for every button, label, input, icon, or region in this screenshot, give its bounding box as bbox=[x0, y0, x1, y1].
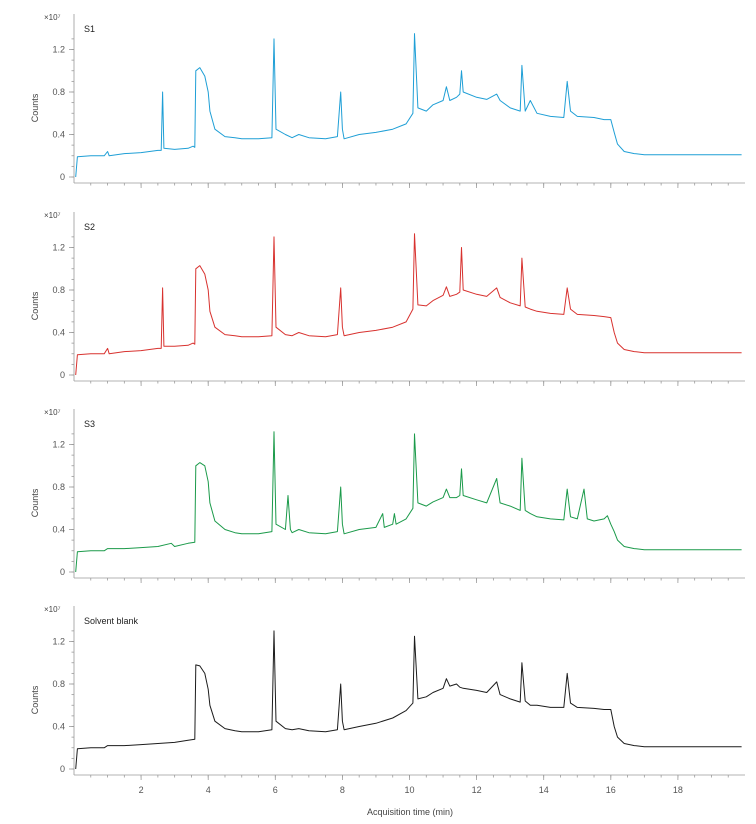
chromatogram-trace-1 bbox=[75, 33, 742, 178]
y-tick-label: 0.4 bbox=[52, 130, 65, 140]
panel-title: S3 bbox=[84, 419, 95, 429]
y-axis-label: Counts bbox=[30, 488, 40, 517]
x-tick-label: 16 bbox=[606, 785, 616, 795]
y-tick-label: 1.2 bbox=[52, 440, 65, 450]
y-multiplier-label: ×10⁷ bbox=[44, 13, 61, 22]
y-tick-label: 1.2 bbox=[52, 243, 65, 253]
y-axis-label: Counts bbox=[30, 291, 40, 320]
y-multiplier-label: ×10⁷ bbox=[44, 211, 61, 220]
y-tick-label: 0.4 bbox=[52, 328, 65, 338]
panel-title: S2 bbox=[84, 222, 95, 232]
chromatogram-trace-4 bbox=[75, 630, 742, 770]
y-tick-label: 0 bbox=[60, 172, 65, 182]
y-tick-label: 1.2 bbox=[52, 45, 65, 55]
chart-panel-3: 0 0.4 0.8 1.2 ×10⁷ Counts S3 bbox=[30, 408, 745, 583]
y-tick-label: 0.8 bbox=[52, 87, 65, 97]
panel-title: Solvent blank bbox=[84, 616, 139, 626]
x-tick-label: 10 bbox=[404, 785, 414, 795]
chart-panel-1: 0 0.4 0.8 1.2 ×10⁷ Counts S1 bbox=[30, 13, 745, 188]
chromatogram-trace-3 bbox=[75, 431, 742, 573]
y-tick-label: 0.8 bbox=[52, 679, 65, 689]
y-multiplier-label: ×10⁷ bbox=[44, 408, 61, 417]
y-tick-label: 0 bbox=[60, 567, 65, 577]
panel-title: S1 bbox=[84, 24, 95, 34]
y-axis-label: Counts bbox=[30, 93, 40, 122]
y-tick-label: 0.8 bbox=[52, 482, 65, 492]
y-tick-label: 0.4 bbox=[52, 722, 65, 732]
y-tick-label: 0.4 bbox=[52, 525, 65, 535]
x-tick-label: 14 bbox=[539, 785, 549, 795]
y-tick-label: 1.2 bbox=[52, 637, 65, 647]
x-tick-label: 2 bbox=[139, 785, 144, 795]
y-multiplier-label: ×10⁷ bbox=[44, 605, 61, 614]
x-tick-label: 8 bbox=[340, 785, 345, 795]
x-axis-label: Acquisition time (min) bbox=[367, 807, 453, 817]
x-tick-label: 6 bbox=[273, 785, 278, 795]
x-tick-label: 18 bbox=[673, 785, 683, 795]
x-tick-label: 4 bbox=[206, 785, 211, 795]
chart-panel-2: 0 0.4 0.8 1.2 ×10⁷ Counts S2 bbox=[30, 211, 745, 386]
y-tick-label: 0.8 bbox=[52, 285, 65, 295]
chart-panel-4: 0 0.4 0.8 1.2 2 4 6 8 10 12 14 16 18 ×10⁷ Counts Solven… bbox=[30, 605, 745, 795]
y-tick-label: 0 bbox=[60, 764, 65, 774]
y-axis-label: Counts bbox=[30, 685, 40, 714]
y-tick-label: 0 bbox=[60, 370, 65, 380]
chromatogram-trace-2 bbox=[75, 233, 742, 376]
x-tick-label: 12 bbox=[472, 785, 482, 795]
